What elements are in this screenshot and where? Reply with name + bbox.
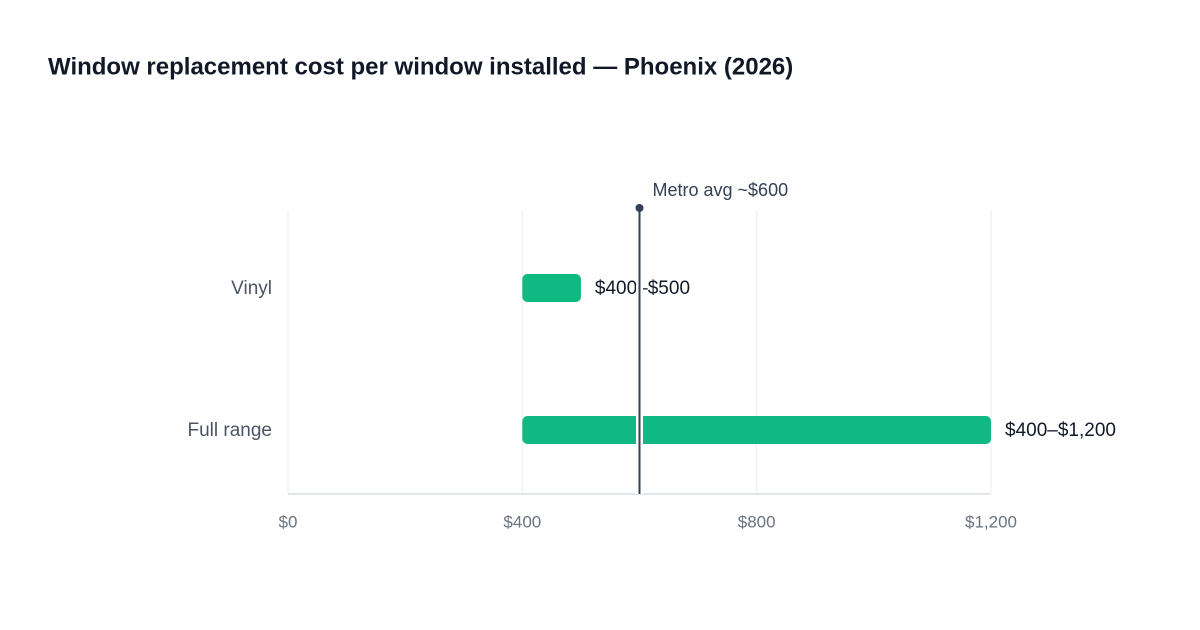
- x-tick-label: $1,200: [965, 512, 1017, 531]
- bar: [522, 274, 581, 302]
- chart-title: Window replacement cost per window insta…: [48, 53, 793, 80]
- x-tick-label: $800: [738, 512, 776, 531]
- y-tick-label: Full range: [188, 420, 273, 441]
- reference-label: Metro avg ~$600: [653, 180, 789, 200]
- y-tick-label: Vinyl: [231, 278, 272, 299]
- x-tick-label: $400: [503, 512, 541, 531]
- reference-dot: [635, 204, 644, 212]
- x-tick-label: $0: [279, 512, 298, 531]
- bar: [522, 416, 991, 444]
- value-label: $400–$1,200: [1005, 420, 1116, 441]
